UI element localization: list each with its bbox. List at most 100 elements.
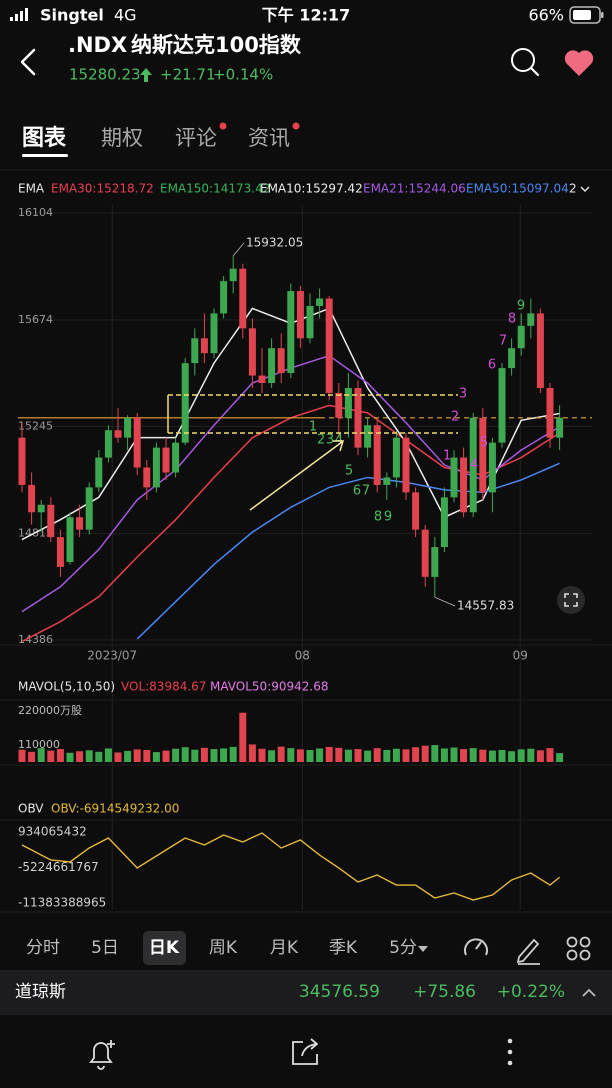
period-tab[interactable]: 日K	[149, 938, 180, 958]
tab[interactable]: 图表	[22, 126, 67, 151]
candle-body	[277, 348, 285, 374]
search-icon	[511, 48, 535, 72]
candle-body	[306, 305, 314, 339]
td-label: 6	[353, 484, 361, 499]
grid-icon	[566, 949, 578, 961]
y-tick-label: 220000万股	[18, 704, 82, 717]
gauge-icon	[464, 938, 488, 956]
volume-bar	[335, 747, 343, 762]
indicator-dropdown[interactable]	[580, 186, 590, 192]
volume-bar	[421, 745, 429, 762]
ticker-bar[interactable]	[0, 970, 612, 1015]
ema-legend: EMA30:15218.72	[51, 182, 154, 196]
grid-icon	[579, 949, 591, 961]
tab[interactable]: 资讯	[248, 126, 290, 150]
tab-bar: 图表 期权 评论 资讯	[22, 122, 300, 157]
y-tick-label: 16104	[18, 206, 53, 219]
ticker-change: +75.86	[413, 982, 476, 1002]
candle-body	[488, 442, 496, 493]
back-button[interactable]	[20, 48, 36, 76]
period-tab[interactable]: 5日	[91, 938, 119, 958]
volume-bar	[287, 748, 295, 762]
volume-bar	[546, 748, 554, 762]
search-button[interactable]	[511, 48, 540, 77]
period-tab[interactable]: 月K	[270, 938, 299, 958]
tab[interactable]: 评论	[175, 126, 217, 150]
ticker-price: 34576.59	[299, 982, 380, 1002]
draw-button[interactable]	[516, 938, 540, 965]
candle-body	[508, 348, 516, 369]
candle-body	[450, 457, 458, 498]
volume-bar	[76, 751, 84, 762]
zone-box	[167, 394, 458, 511]
td-label: 7	[362, 484, 370, 499]
volume-bar	[344, 749, 352, 762]
callout-label: 14557.83	[457, 599, 514, 613]
volume-bar	[402, 749, 410, 762]
volume-bar	[248, 744, 256, 762]
td-label: 4	[470, 458, 478, 473]
menu-button[interactable]	[507, 1038, 513, 1066]
tab[interactable]: 期权	[101, 126, 143, 150]
period-tab[interactable]: 分时	[26, 938, 60, 958]
volume-bar	[200, 747, 208, 762]
period-tab[interactable]: 季K	[329, 938, 358, 958]
expand-button[interactable]	[557, 586, 585, 614]
volume-bar	[354, 749, 362, 762]
price-change-pct: +0.14%	[213, 66, 273, 84]
menu-dot	[507, 1049, 513, 1055]
volume-bar	[143, 749, 151, 762]
candle-body	[316, 298, 324, 306]
obv-line	[21, 832, 561, 901]
volume-bar	[488, 750, 496, 762]
volume-bar	[527, 748, 535, 762]
ema-line	[21, 354, 560, 613]
volume-bar	[85, 750, 93, 762]
td-label: 9	[517, 299, 525, 314]
candle-body	[364, 425, 372, 448]
volume-legend: VOL:83984.67	[121, 680, 206, 694]
volume-bar	[556, 753, 564, 762]
alert-button[interactable]	[89, 1040, 115, 1070]
x-tick-label: 08	[295, 649, 310, 663]
callout-line	[232, 242, 245, 256]
up-arrow	[140, 68, 152, 82]
grid-icon	[566, 936, 578, 948]
y-tick-label: -11383388965	[18, 895, 106, 909]
candle-body	[229, 268, 237, 282]
share-button[interactable]	[292, 1038, 319, 1065]
carrier: Singtel	[40, 6, 104, 25]
more-button[interactable]	[566, 936, 591, 961]
status-bar: Singtel 4G 下午 12:17 66%	[10, 6, 604, 25]
favorite-button[interactable]	[564, 50, 594, 76]
volume-bar	[28, 751, 36, 762]
volume-bar	[152, 752, 160, 762]
ema-line	[136, 462, 560, 640]
candle-body	[220, 281, 228, 314]
candle-body	[18, 437, 26, 485]
dropdown-caret	[418, 946, 428, 952]
candle-body	[402, 437, 410, 493]
period-tab[interactable]: 周K	[209, 938, 238, 958]
indicator-name: EMA	[18, 182, 45, 196]
td-label: 4	[335, 433, 343, 448]
candle-body	[546, 387, 554, 438]
ticker-expand[interactable]	[582, 988, 596, 997]
trend-arrow	[249, 441, 343, 511]
period-tab[interactable]: 5分	[389, 938, 417, 958]
y-tick-label: 14386	[18, 633, 53, 646]
bottom-toolbar	[89, 1038, 513, 1070]
bell-icon	[97, 1065, 105, 1070]
candle-body	[162, 447, 170, 473]
td-label: 2	[317, 433, 325, 448]
battery-icon	[569, 6, 601, 24]
bell-plus	[107, 1040, 115, 1048]
td-label: 6	[488, 358, 496, 373]
callout-label: 15932.05	[246, 236, 303, 250]
trend-arrow	[333, 440, 345, 452]
indicator-button[interactable]	[464, 938, 488, 956]
price-change: +21.71	[160, 66, 216, 84]
search-icon	[529, 66, 540, 77]
clock: 下午 12:17	[262, 6, 351, 25]
battery-fill	[573, 10, 591, 20]
